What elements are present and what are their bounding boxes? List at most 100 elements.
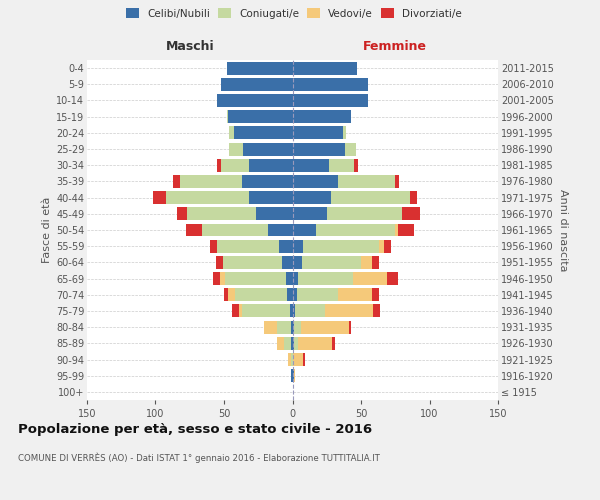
Bar (294, 369, 295, 382)
Bar (402, 208, 420, 220)
Bar (293, 272, 298, 285)
Bar (233, 126, 293, 140)
Bar (243, 142, 293, 156)
Bar (293, 159, 329, 172)
Bar (301, 320, 349, 334)
Bar (293, 288, 296, 301)
Bar (291, 337, 293, 350)
Bar (291, 320, 293, 334)
Bar (293, 78, 368, 91)
Bar (304, 240, 379, 252)
Bar (224, 288, 228, 301)
Bar (379, 240, 384, 252)
Bar (293, 208, 327, 220)
Bar (242, 304, 290, 318)
Bar (295, 304, 325, 318)
Bar (221, 78, 293, 91)
Bar (329, 159, 354, 172)
Bar (227, 62, 293, 74)
Bar (213, 272, 220, 285)
Bar (217, 94, 293, 107)
Bar (290, 304, 293, 318)
Bar (331, 191, 410, 204)
Bar (291, 369, 293, 382)
Legend: Celibi/Nubili, Coniugati/e, Vedovi/e, Divorziati/e: Celibi/Nubili, Coniugati/e, Vedovi/e, Di… (123, 5, 465, 21)
Bar (395, 175, 400, 188)
Bar (395, 224, 398, 236)
Bar (229, 126, 233, 140)
Bar (325, 304, 373, 318)
Bar (372, 256, 379, 269)
Bar (298, 337, 332, 350)
Bar (227, 110, 228, 123)
Bar (242, 175, 293, 188)
Bar (410, 191, 417, 204)
Bar (332, 337, 335, 350)
Bar (185, 224, 202, 236)
Text: Femmine: Femmine (363, 40, 427, 52)
Bar (398, 224, 415, 236)
Bar (153, 191, 166, 204)
Bar (228, 288, 235, 301)
Bar (248, 191, 293, 204)
Bar (293, 62, 357, 74)
Bar (293, 256, 302, 269)
Bar (228, 110, 293, 123)
Bar (284, 337, 291, 350)
Bar (229, 142, 243, 156)
Bar (202, 224, 268, 236)
Bar (235, 288, 287, 301)
Bar (232, 304, 239, 318)
Bar (384, 240, 391, 252)
Text: COMUNE DI VERRÈS (AO) - Dati ISTAT 1° gennaio 2016 - Elaborazione TUTTITALIA.IT: COMUNE DI VERRÈS (AO) - Dati ISTAT 1° ge… (18, 452, 380, 463)
Bar (289, 353, 291, 366)
Bar (338, 175, 395, 188)
Bar (293, 175, 338, 188)
Bar (281, 256, 293, 269)
Bar (296, 288, 338, 301)
Bar (293, 240, 304, 252)
Bar (373, 304, 380, 318)
Bar (293, 320, 294, 334)
Bar (349, 320, 352, 334)
Bar (293, 110, 352, 123)
Bar (343, 126, 346, 140)
Bar (293, 337, 294, 350)
Bar (248, 159, 293, 172)
Bar (344, 142, 356, 156)
Bar (239, 304, 242, 318)
Text: Maschi: Maschi (166, 40, 214, 52)
Bar (294, 320, 301, 334)
Bar (293, 191, 331, 204)
Bar (217, 159, 221, 172)
Bar (293, 142, 344, 156)
Text: Popolazione per età, sesso e stato civile - 2016: Popolazione per età, sesso e stato civil… (18, 422, 372, 436)
Bar (302, 256, 361, 269)
Y-axis label: Fasce di età: Fasce di età (41, 197, 52, 263)
Bar (268, 224, 293, 236)
Bar (338, 288, 372, 301)
Bar (293, 224, 316, 236)
Bar (294, 337, 298, 350)
Bar (180, 175, 242, 188)
Bar (354, 159, 358, 172)
Bar (173, 175, 180, 188)
Bar (256, 208, 293, 220)
Bar (304, 353, 305, 366)
Bar (264, 320, 277, 334)
Bar (178, 208, 187, 220)
Bar (211, 240, 217, 252)
Bar (277, 320, 291, 334)
Bar (221, 159, 248, 172)
Y-axis label: Anni di nascita: Anni di nascita (557, 188, 568, 271)
Bar (287, 288, 293, 301)
Bar (293, 304, 295, 318)
Bar (353, 272, 387, 285)
Bar (217, 240, 279, 252)
Bar (223, 256, 281, 269)
Bar (293, 94, 368, 107)
Bar (293, 353, 304, 366)
Bar (293, 126, 343, 140)
Bar (316, 224, 395, 236)
Bar (279, 240, 293, 252)
